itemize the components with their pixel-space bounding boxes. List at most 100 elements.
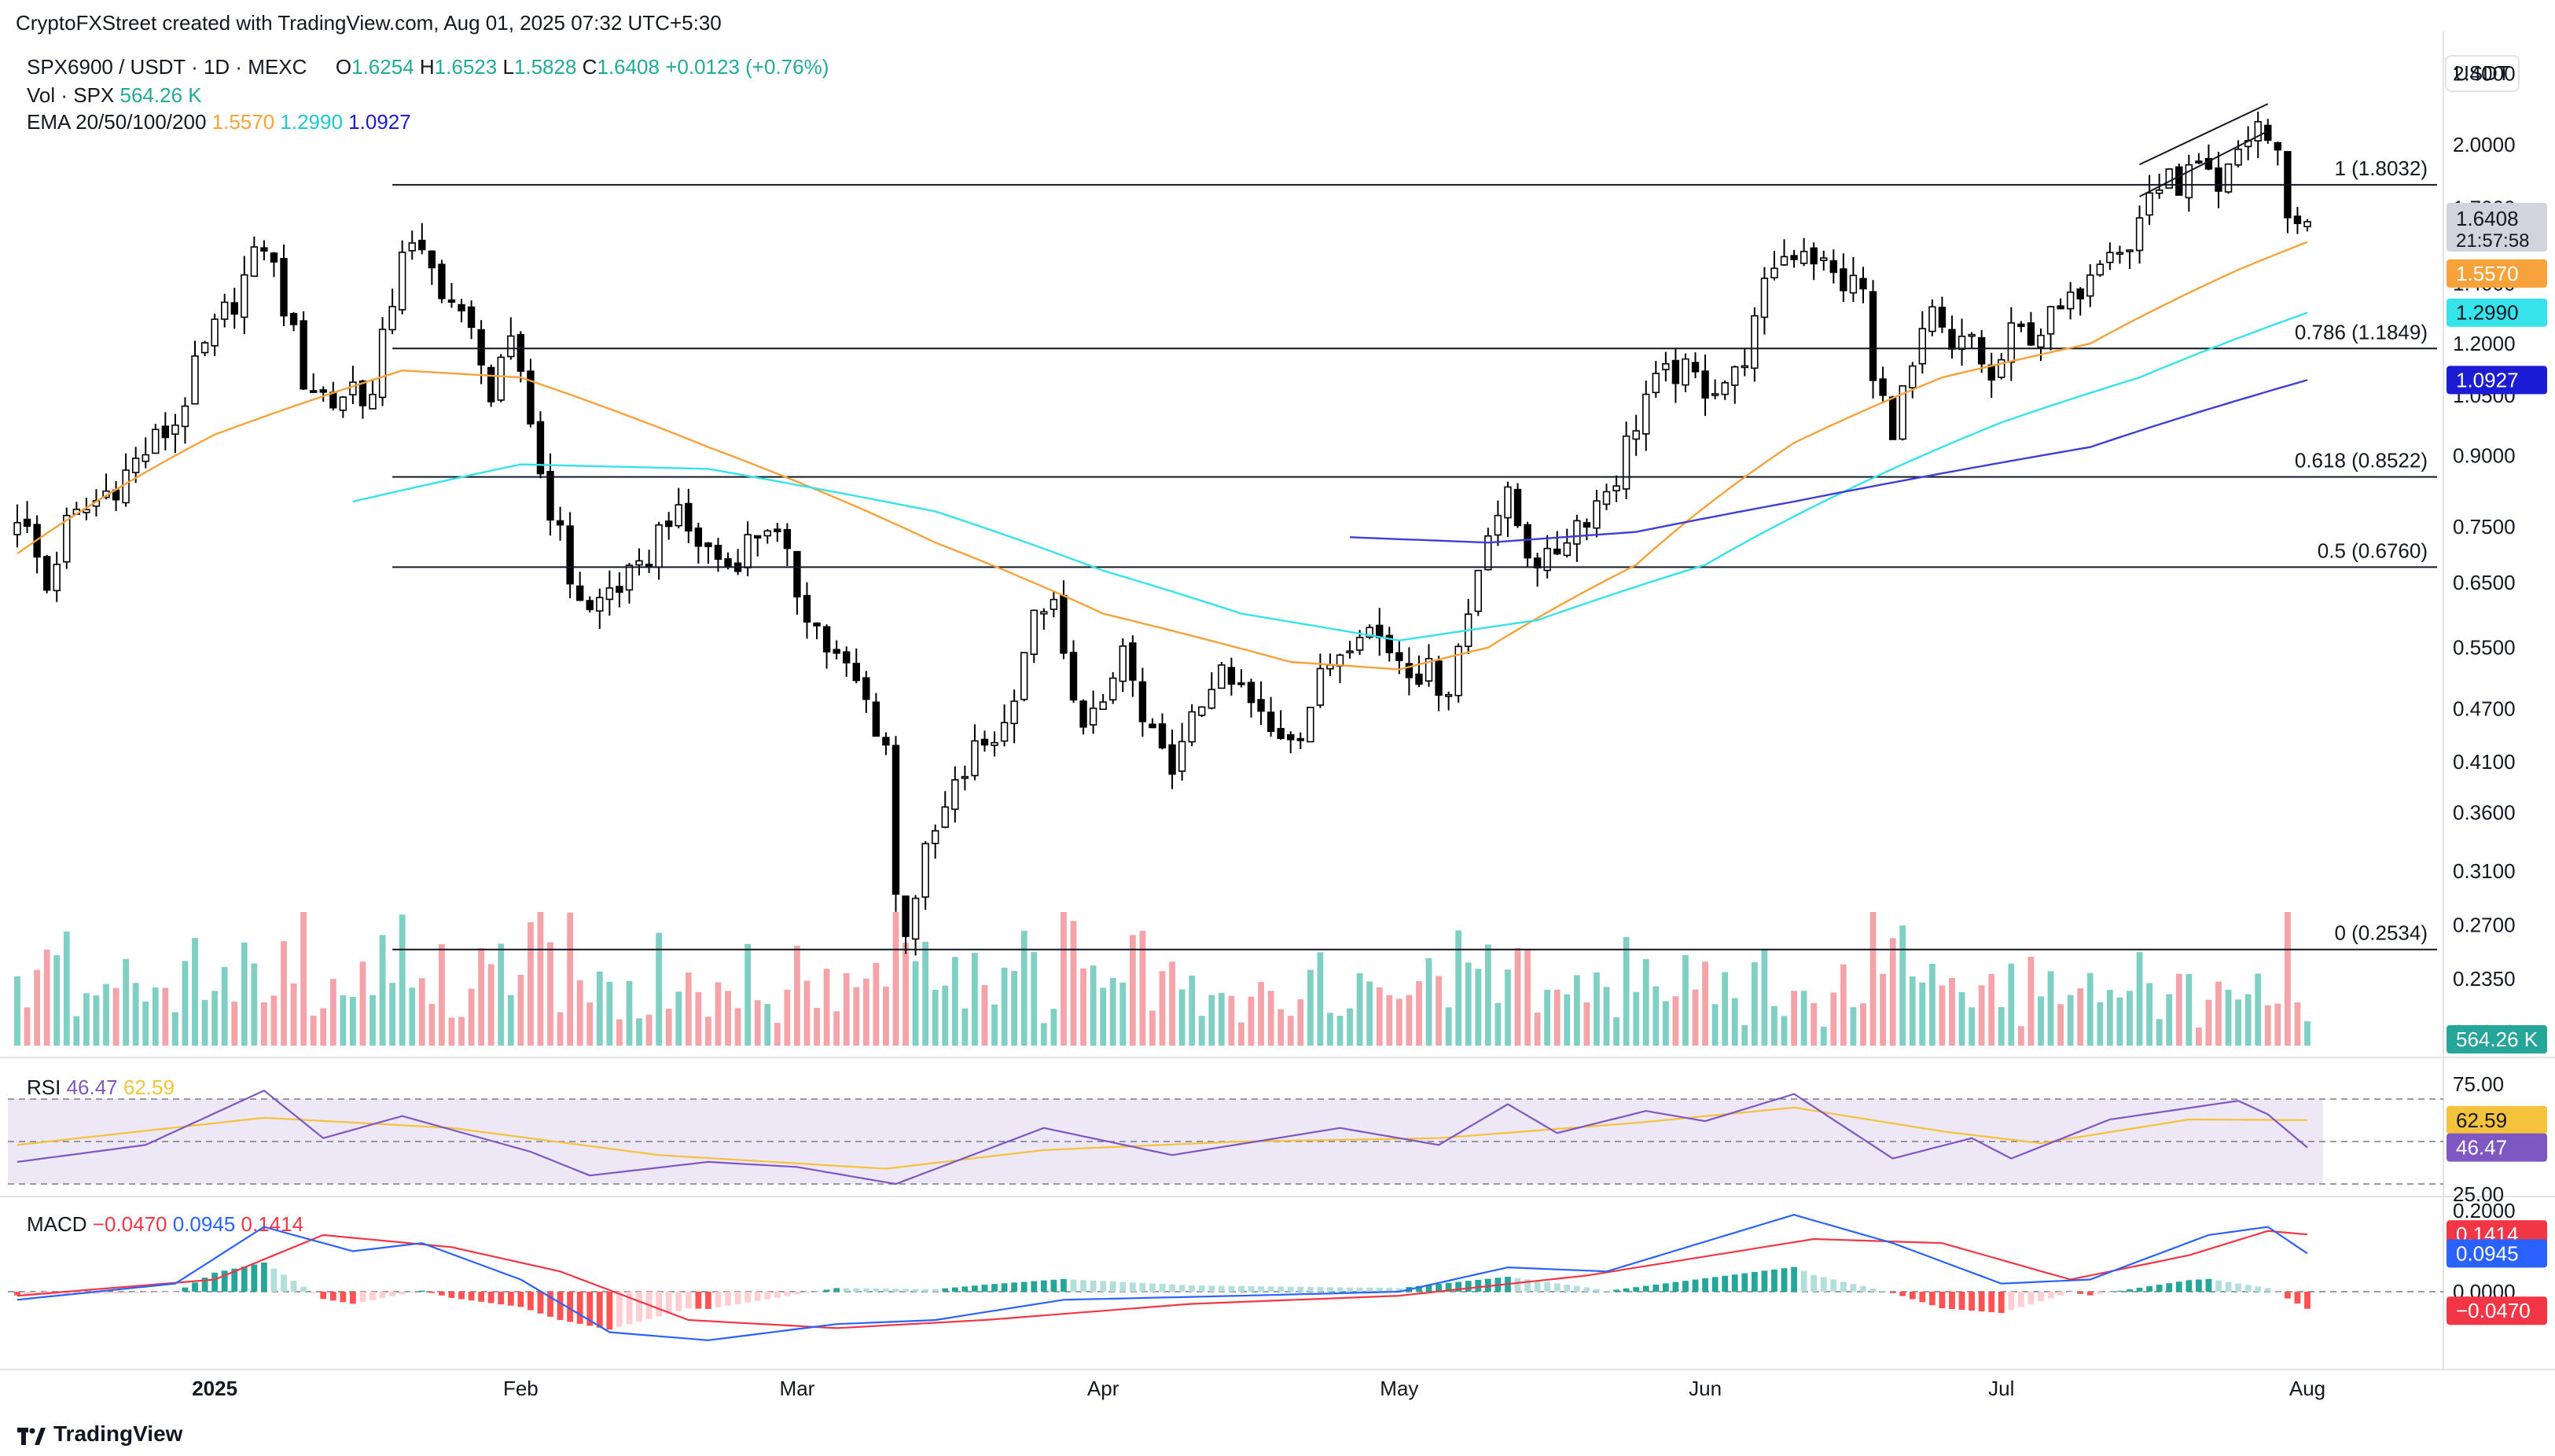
candle-body (1632, 430, 1640, 440)
volume-bar (645, 1014, 653, 1046)
macd-histogram-bar (2008, 1292, 2015, 1311)
candle-body (546, 471, 554, 521)
volume-bar (468, 988, 475, 1046)
macd-histogram-bar (1395, 1288, 1402, 1292)
macd-histogram-bar (2156, 1285, 2163, 1292)
volume-bar (1731, 998, 1738, 1046)
candle-body (665, 520, 673, 528)
macd-histogram-bar (1436, 1284, 1442, 1292)
candle-body (1050, 598, 1058, 610)
volume-bar (350, 996, 356, 1046)
macd-histogram-bar (1682, 1281, 1689, 1292)
volume-bar (1406, 995, 1413, 1046)
candle-body (1237, 682, 1245, 686)
candle-body (1524, 524, 1531, 559)
macd-histogram-bar (1020, 1281, 1028, 1292)
rsi-line (17, 1089, 2308, 1186)
volume-bar (1642, 958, 1649, 1046)
volume-bar (2195, 1027, 2202, 1046)
volume-bar (1307, 969, 1314, 1046)
volume-bar (1811, 1002, 1818, 1046)
candle-body (280, 258, 288, 317)
candle-body (2293, 215, 2302, 224)
candle-body (2027, 322, 2035, 346)
volume-bar (1445, 1007, 1452, 1046)
macd-histogram-bar (1366, 1287, 1373, 1292)
macd-histogram-bar (2235, 1283, 2241, 1292)
volume-bar (1919, 982, 1926, 1046)
candle-body (241, 274, 248, 318)
macd-axis-label: −0.0470 (2456, 1299, 2531, 1322)
volume-bar (2116, 997, 2123, 1046)
macd-histogram-bar (1198, 1285, 1205, 1292)
volume-bar (1356, 973, 1363, 1046)
ema50-line (17, 241, 2308, 671)
candle-body (1533, 557, 1542, 569)
volume-bar (1455, 930, 1462, 1046)
volume-bar (932, 989, 939, 1046)
macd-histogram-bar (1278, 1286, 1285, 1292)
macd-histogram-bar (862, 1288, 869, 1292)
price-axis-tick: 0.6500 (2453, 571, 2516, 594)
macd-histogram-bar (369, 1292, 376, 1300)
candle-body (1316, 667, 1325, 706)
volume-bar (1850, 1007, 1857, 1046)
candle-body (1859, 278, 1867, 290)
macd-histogram-bar (1228, 1285, 1235, 1292)
candle-body (1928, 306, 1936, 333)
volume-bar (656, 932, 663, 1046)
volume-bar (1711, 1004, 1719, 1046)
candle-body (181, 405, 189, 428)
time-axis-label: Apr (1087, 1377, 1119, 1400)
candle-body (418, 240, 426, 251)
volume-bar (369, 995, 376, 1046)
rsi-label[interactable]: RSI (27, 1075, 61, 1099)
macd-histogram-bar (1040, 1280, 1047, 1292)
currency-button[interactable]: USDT (2445, 55, 2520, 92)
candle-body (1296, 737, 1304, 741)
candle-body (527, 370, 535, 425)
candle-body (428, 250, 436, 269)
volume-bar (1662, 1001, 1669, 1046)
volume-bar (418, 978, 425, 1046)
candle-body (1474, 569, 1482, 612)
candle-body (2076, 288, 2084, 300)
macd-label[interactable]: MACD (27, 1212, 87, 1236)
candle-body (763, 530, 771, 537)
macd-histogram-bar (24, 1292, 31, 1296)
macd-histogram-bar (2225, 1281, 2232, 1292)
fib-level-label: 0 (0.2534) (2334, 921, 2428, 945)
volume-label[interactable]: Vol · SPX (27, 83, 115, 107)
ema-label[interactable]: EMA 20/50/100/200 (27, 110, 207, 134)
candle-body (458, 303, 465, 312)
candle-body (1751, 314, 1759, 370)
macd-histogram-bar (241, 1267, 248, 1292)
ema200-line (1350, 379, 2308, 544)
macd-histogram-bar (2027, 1292, 2035, 1304)
volume-bar (843, 973, 850, 1046)
volume-bar (310, 1015, 317, 1046)
macd-histogram-bar (2136, 1287, 2143, 1292)
macd-histogram-bar (1139, 1282, 1146, 1292)
tradingview-logo[interactable]: TradingView (17, 1421, 182, 1447)
macd-histogram-bar (2017, 1292, 2024, 1307)
macd-histogram-bar (2127, 1289, 2133, 1292)
volume-bar (2235, 999, 2241, 1046)
macd-histogram-bar (922, 1289, 929, 1292)
volume-bar (93, 995, 100, 1046)
volume-bar (132, 983, 139, 1046)
volume-bar (1939, 985, 1946, 1046)
symbol-name[interactable]: SPX6900 / USDT · 1D · MEXC (27, 55, 307, 79)
macd-histogram-bar (1287, 1286, 1294, 1292)
volume-bar (2086, 973, 2094, 1046)
macd-axis-label-bg (2447, 1296, 2547, 1325)
candle-body (1198, 706, 1206, 716)
volume-bar (1928, 963, 1936, 1046)
low-value: 1.5828 (513, 55, 577, 79)
candle-body (694, 528, 703, 547)
macd-histogram-bar (961, 1286, 969, 1292)
macd-histogram-bar (1603, 1290, 1610, 1292)
volume-bar (251, 963, 258, 1046)
candle-body (142, 454, 149, 462)
